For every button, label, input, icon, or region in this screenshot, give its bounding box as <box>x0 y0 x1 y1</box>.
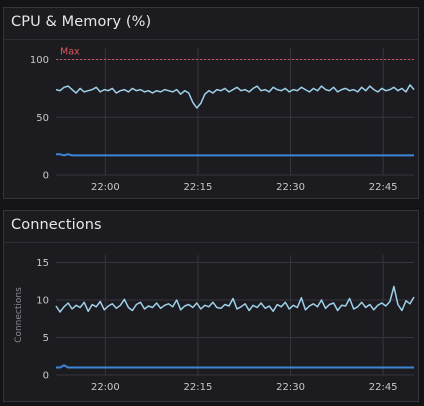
threshold-label: Max <box>60 47 80 58</box>
x-tick-label: 22:15 <box>184 382 213 393</box>
connections-panel: Connections 0 5 10 15 22:00 22:15 22:30 22:45 Co… <box>3 210 419 402</box>
y-tick-label: 0 <box>43 171 49 182</box>
x-tick-label: 22:30 <box>276 182 305 193</box>
series-line[interactable] <box>56 153 414 157</box>
y-tick-label: 100 <box>30 55 49 66</box>
connections-chart[interactable]: 0 5 10 15 22:00 22:15 22:30 22:45 Connections <box>4 211 420 403</box>
x-tick-label: 22:30 <box>276 382 305 393</box>
y-tick-label: 0 <box>43 371 49 382</box>
cpu-memory-chart[interactable]: 0 50 100 22:00 22:15 22:30 22:45 Max <box>4 8 420 200</box>
y-tick-label: 10 <box>36 296 49 307</box>
x-tick-label: 22:45 <box>369 182 398 193</box>
series-line[interactable] <box>56 364 414 369</box>
series-line[interactable] <box>55 285 415 313</box>
y-axis-title: Connections <box>14 287 24 343</box>
y-tick-label: 50 <box>36 113 49 124</box>
x-tick-label: 22:15 <box>184 182 213 193</box>
series-line[interactable] <box>55 84 415 109</box>
panel-header[interactable]: Connections <box>4 211 418 243</box>
cpu-memory-panel: CPU & Memory (%) 0 50 100 22:00 22:15 22:30 22… <box>3 7 419 199</box>
y-tick-label: 5 <box>43 333 49 344</box>
x-tick-label: 22:45 <box>369 382 398 393</box>
panel-header[interactable]: CPU & Memory (%) <box>4 8 418 40</box>
y-tick-label: 15 <box>36 258 49 269</box>
panel-title[interactable]: CPU & Memory (%) <box>11 14 152 30</box>
panel-title[interactable]: Connections <box>11 217 102 233</box>
x-tick-label: 22:00 <box>91 382 120 393</box>
x-tick-label: 22:00 <box>91 182 120 193</box>
